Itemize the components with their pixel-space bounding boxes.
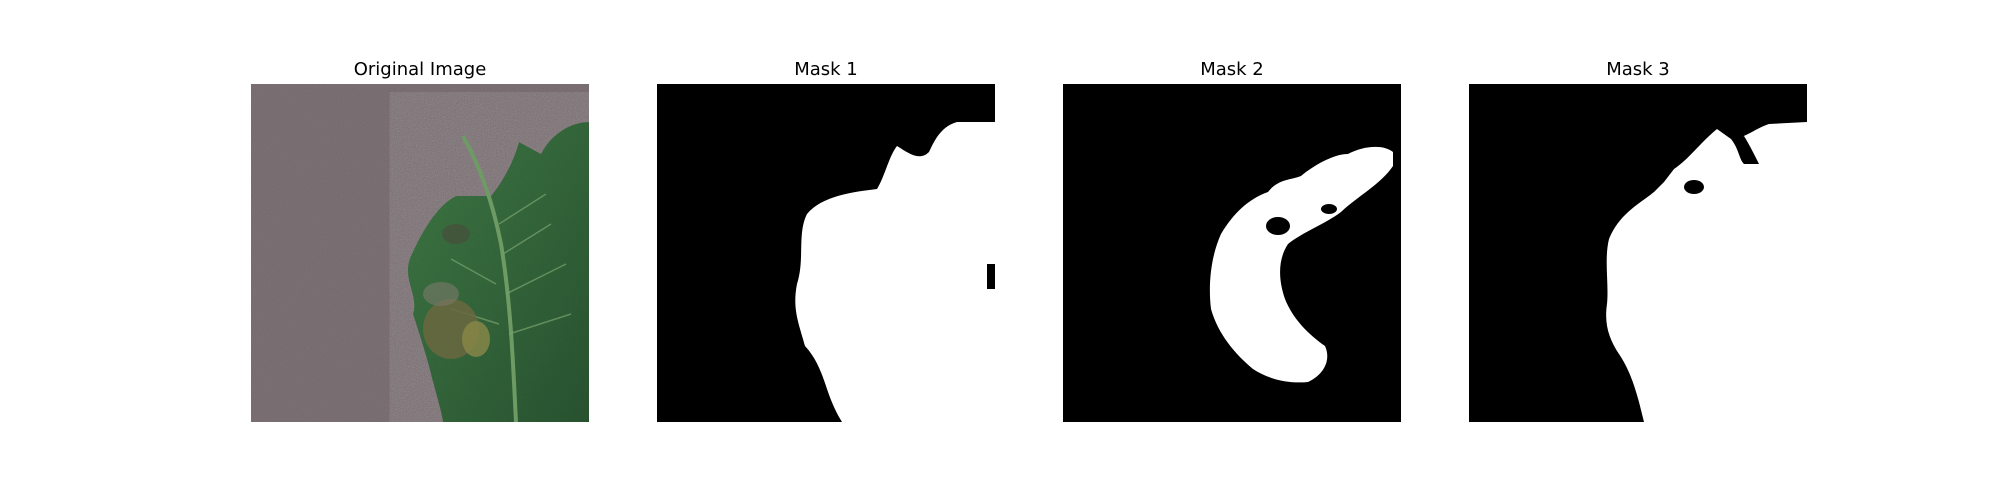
mask-2-panel: Mask 2 (1063, 58, 1401, 422)
mask-2-title: Mask 2 (1200, 59, 1264, 80)
mask-2-region (1209, 146, 1393, 383)
mask-3-blob (1798, 375, 1807, 387)
original-image-title: Original Image (353, 59, 487, 80)
lesion-4 (442, 224, 470, 244)
mask-3-region (1606, 122, 1807, 422)
lesion-3 (423, 282, 459, 306)
mask-3-image (1469, 84, 1807, 422)
mask-3-title: Mask 3 (1606, 59, 1670, 80)
mask-1-image (657, 84, 995, 422)
mask-2-hole-2 (1283, 280, 1307, 298)
mask-3-hole-1 (1684, 180, 1704, 194)
original-image-panel: Original Image (251, 58, 589, 422)
lesion-2 (462, 321, 490, 357)
mask-2-hole-1 (1266, 217, 1290, 235)
original-image (251, 84, 589, 422)
mask-1-title: Mask 1 (794, 59, 858, 80)
mask-3-panel: Mask 3 (1469, 58, 1807, 422)
mask-1-region (795, 122, 995, 422)
mask-1-panel: Mask 1 (657, 58, 995, 422)
mask-2-image (1063, 84, 1401, 422)
